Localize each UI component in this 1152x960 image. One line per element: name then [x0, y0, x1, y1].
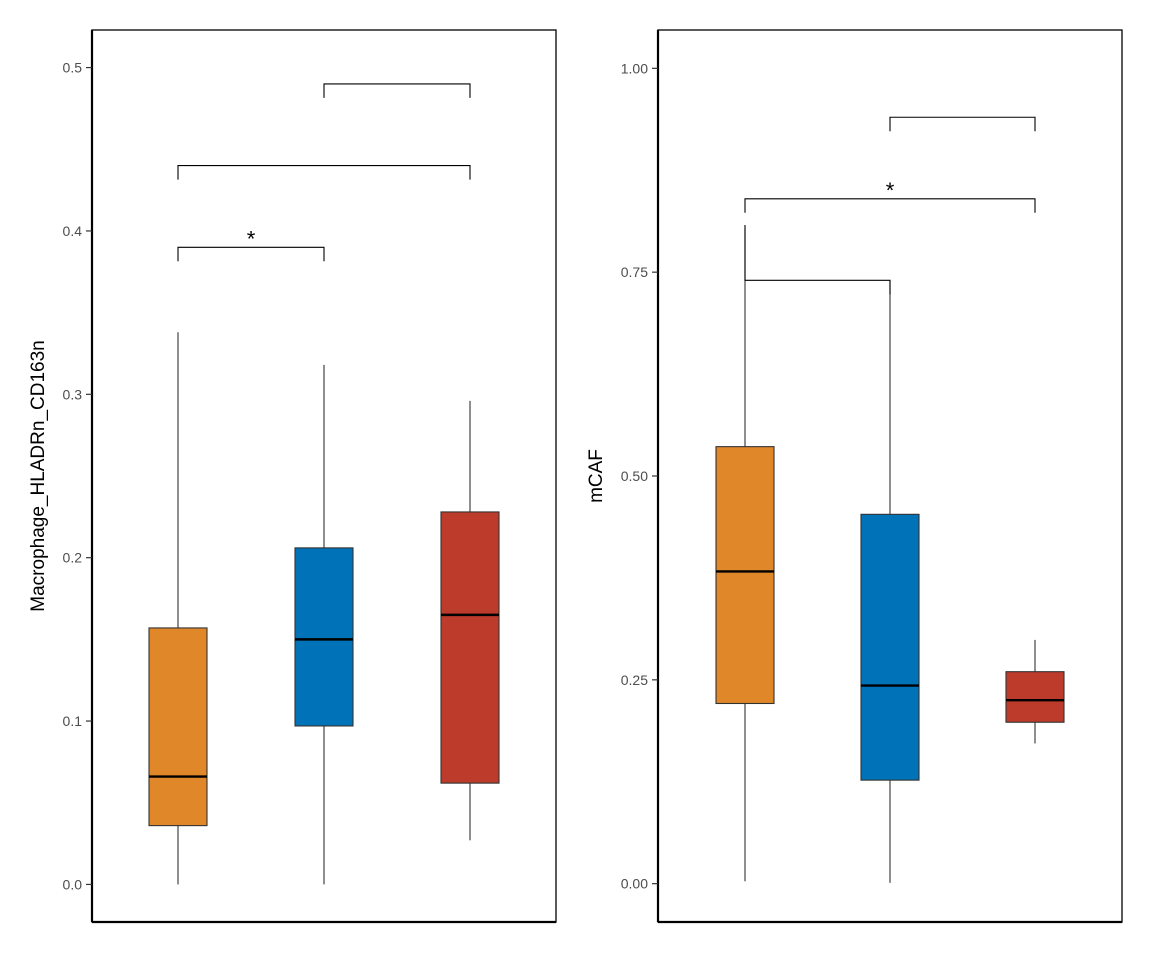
y-tick-label: 0.5	[63, 60, 83, 76]
y-axis-title: Macrophage_HLADRn_CD163n	[28, 340, 49, 611]
box-group-3	[1005, 671, 1065, 723]
box-group-1	[148, 627, 208, 827]
comparison-bracket	[744, 198, 1036, 213]
y-tick-label: 0.00	[621, 876, 648, 892]
y-tick-label: 0.0	[63, 876, 83, 892]
significance-label: *	[247, 226, 256, 251]
significance-label: *	[886, 178, 895, 203]
y-tick-label: 0.4	[63, 223, 83, 239]
comparison-bracket	[744, 224, 891, 295]
comparison-bracket	[889, 116, 1036, 132]
y-tick-label: 1.00	[621, 60, 648, 76]
box-group-3	[440, 511, 500, 784]
macrophage-boxplot-panel: 0.0 0.1 0.2 0.3 0.4 0.5 Macrophage_HLADRn_CD16…	[28, 29, 557, 924]
mcaf-boxplot-panel: 0.00 0.25 0.50 0.75 1.00 mCAF *	[586, 29, 1123, 924]
y-tick-label: 0.25	[621, 672, 648, 688]
comparison-bracket	[177, 246, 325, 262]
comparison-bracket	[177, 165, 471, 180]
y-tick-label: 0.75	[621, 264, 648, 280]
box-group-1	[715, 446, 775, 705]
box-group-2	[294, 547, 354, 727]
y-tick-label: 0.1	[63, 713, 83, 729]
y-axis-title: mCAF	[586, 449, 607, 503]
y-tick-label: 0.3	[63, 386, 83, 402]
box-group-2	[860, 513, 920, 781]
comparison-bracket	[323, 83, 471, 98]
y-tick-label: 0.50	[621, 468, 648, 484]
y-tick-label: 0.2	[63, 550, 83, 566]
